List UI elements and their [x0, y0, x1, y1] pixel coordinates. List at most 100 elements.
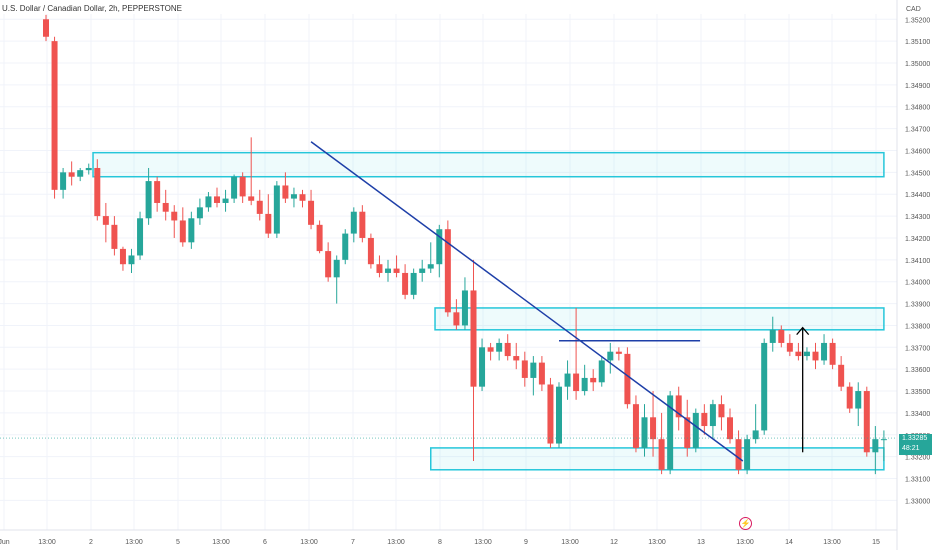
price-tick-label: 1.33000 — [905, 498, 930, 505]
candle-body — [821, 342, 828, 361]
time-tick-label: 5 — [176, 539, 180, 546]
time-tick-label: Jun — [0, 539, 10, 546]
price-tick-label: 1.34100 — [905, 258, 930, 265]
candle-body — [598, 360, 605, 383]
candle-body — [650, 417, 657, 440]
candle-body — [179, 220, 186, 243]
candle-body — [222, 198, 229, 203]
candle-body — [342, 233, 349, 260]
price-tick-label: 1.34000 — [905, 280, 930, 287]
candle-body — [769, 329, 776, 343]
candle-body — [290, 194, 297, 199]
price-tick-label: 1.34600 — [905, 148, 930, 155]
currency-label: CAD — [906, 6, 921, 13]
candle-body — [479, 347, 486, 387]
time-tick-label: 7 — [351, 539, 355, 546]
candle-body — [855, 391, 862, 409]
candle-body — [410, 272, 417, 295]
candle-body — [282, 185, 289, 199]
candle-body — [581, 377, 588, 392]
candle-body — [727, 417, 733, 440]
lightning-icon[interactable]: ⚡ — [739, 517, 752, 530]
candle-body — [51, 41, 58, 190]
candle-body — [145, 181, 152, 219]
time-tick-label: 2 — [89, 539, 93, 546]
time-tick-label: 13:00 — [300, 539, 318, 546]
candle-body — [538, 362, 545, 385]
candle-body — [675, 395, 682, 418]
candle-body — [350, 211, 357, 234]
zones — [92, 151, 885, 471]
candle-body — [470, 290, 477, 387]
time-tick-label: 13:00 — [38, 539, 56, 546]
candle-body — [496, 342, 503, 352]
time-tick-label: 13:00 — [212, 539, 230, 546]
candle-body — [137, 218, 144, 256]
candle-body — [299, 194, 306, 201]
candle-body — [786, 342, 793, 352]
candle-body — [444, 229, 451, 313]
candle-body — [205, 196, 212, 208]
candle-body — [68, 172, 75, 177]
time-tick-label: 13:00 — [125, 539, 143, 546]
price-tick-label: 1.35100 — [905, 39, 930, 46]
price-tick-label: 1.33800 — [905, 323, 930, 330]
candle-body — [367, 237, 374, 265]
candle-body — [461, 290, 468, 326]
time-axis: Jun 13:00 2 13:00 5 13:00 6 13:00 7 13:00 8 13:00 9 1… — [0, 529, 897, 546]
candle-body — [701, 412, 708, 427]
candle-body — [573, 373, 580, 392]
price-tick-label: 1.33500 — [905, 389, 930, 396]
candle-body — [735, 439, 742, 470]
candle-body — [102, 216, 109, 225]
candle-body — [436, 229, 443, 265]
price-tick-label: 1.33600 — [905, 367, 930, 374]
zone-rectangle — [434, 307, 885, 331]
price-tick-label: 1.34500 — [905, 170, 930, 177]
time-tick-label: 6 — [263, 539, 267, 546]
price-tick-label: 1.34900 — [905, 83, 930, 90]
price-tick-label: 1.33400 — [905, 411, 930, 418]
candle-body — [427, 264, 434, 269]
last-price-tag: 1.33285 48:21 — [899, 434, 932, 455]
candle-body — [504, 342, 511, 357]
candle-body — [667, 395, 674, 470]
price-tick-label: 1.33200 — [905, 455, 930, 462]
candles — [43, 14, 887, 475]
candle-body — [880, 439, 887, 441]
candle-body — [632, 404, 639, 448]
candle-body — [196, 207, 203, 219]
candle-body — [376, 264, 383, 273]
candle-body — [564, 373, 571, 387]
candle-body — [419, 268, 426, 273]
candle-body — [829, 342, 836, 365]
candle-body — [521, 360, 528, 378]
candle-body — [43, 19, 49, 37]
time-tick-label: 9 — [524, 539, 528, 546]
candle-body — [308, 200, 315, 225]
candle-body — [530, 362, 537, 378]
price-tick-label: 1.34800 — [905, 105, 930, 112]
time-tick-label: 13:00 — [736, 539, 754, 546]
time-tick-label: 13:00 — [561, 539, 579, 546]
candle-body — [761, 342, 768, 431]
drawings — [0, 141, 897, 462]
candle-body — [248, 196, 255, 201]
candle-body — [684, 417, 691, 448]
candle-body — [325, 251, 332, 278]
price-tick-label: 1.33100 — [905, 477, 930, 484]
candle-body — [778, 329, 785, 343]
candle-body — [162, 202, 169, 212]
time-tick-label: 13:00 — [474, 539, 492, 546]
bar-countdown: 48:21 — [902, 445, 920, 452]
candle-body — [709, 404, 716, 427]
candle-body — [624, 353, 631, 405]
candle-body — [231, 176, 238, 199]
candle-body — [188, 218, 195, 243]
candle-body — [872, 439, 879, 453]
candle-body — [333, 259, 340, 278]
candle-body — [453, 312, 460, 326]
time-tick-label: 13:00 — [387, 539, 405, 546]
chart-title: U.S. Dollar / Canadian Dollar, 2h, PEPPE… — [2, 4, 182, 13]
